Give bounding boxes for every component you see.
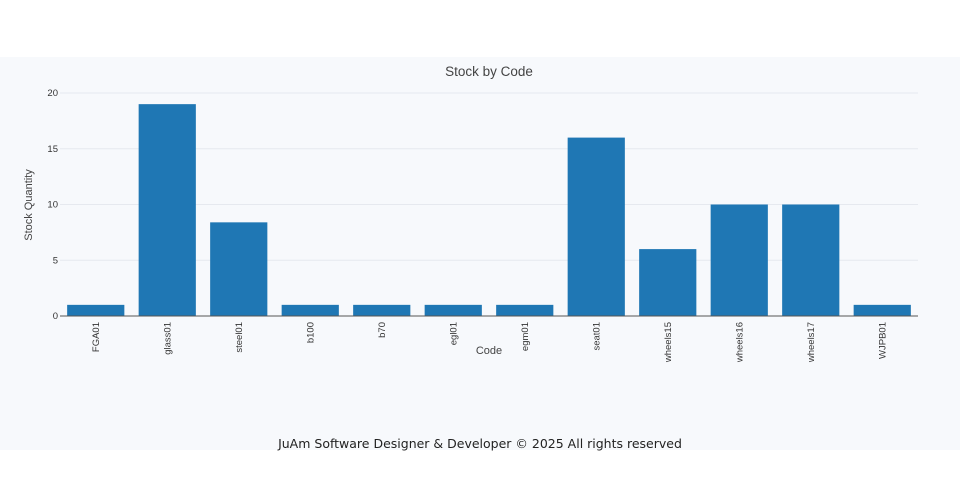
x-tick-label: WJPB01: [877, 322, 888, 359]
bar-steel01: [210, 222, 268, 316]
bars: [67, 104, 911, 317]
bar-egl01: [424, 304, 482, 316]
bar-egm01: [496, 304, 554, 316]
x-tick-label: b70: [377, 322, 388, 338]
bar-WJPB01: [853, 304, 911, 316]
x-tick-label: wheels15: [663, 322, 674, 363]
x-tick-labels: FGA01 glass01 steel01 b100 b70 egl01 egm01 seat…: [91, 322, 889, 363]
x-tick-label: FGA01: [91, 322, 102, 352]
y-tick-label: 20: [47, 88, 58, 99]
x-tick-label: egm01: [520, 322, 531, 351]
x-tick-label: glass01: [162, 322, 173, 355]
x-axis-label: Code: [476, 345, 502, 357]
bar-glass01: [138, 104, 196, 317]
y-tick-label: 0: [53, 311, 58, 322]
x-tick-label: egl01: [448, 322, 459, 345]
x-tick-label: wheels16: [734, 322, 745, 363]
x-tick-label: b100: [305, 322, 316, 343]
bar-FGA01: [67, 304, 125, 316]
y-axis-label: Stock Quantity: [23, 169, 35, 241]
bar-b100: [281, 304, 339, 316]
footer-text: JuAm Software Designer & Developer © 202…: [278, 436, 682, 451]
bar-wheels16: [710, 204, 768, 316]
y-tick-labels: 0 5 10 15 20: [47, 88, 58, 322]
chart-title: Stock by Code: [445, 64, 533, 79]
bar-seat01: [567, 137, 625, 316]
bar-wheels15: [639, 249, 697, 316]
x-tick-label: steel01: [234, 322, 245, 353]
y-tick-label: 10: [47, 200, 58, 211]
bar-wheels17: [782, 204, 840, 316]
x-tick-label: wheels17: [806, 322, 817, 363]
y-tick-label: 5: [53, 255, 58, 266]
bar-b70: [353, 304, 411, 316]
x-tick-label: seat01: [591, 322, 602, 351]
y-tick-label: 15: [47, 144, 58, 155]
grid-lines: [60, 92, 918, 261]
